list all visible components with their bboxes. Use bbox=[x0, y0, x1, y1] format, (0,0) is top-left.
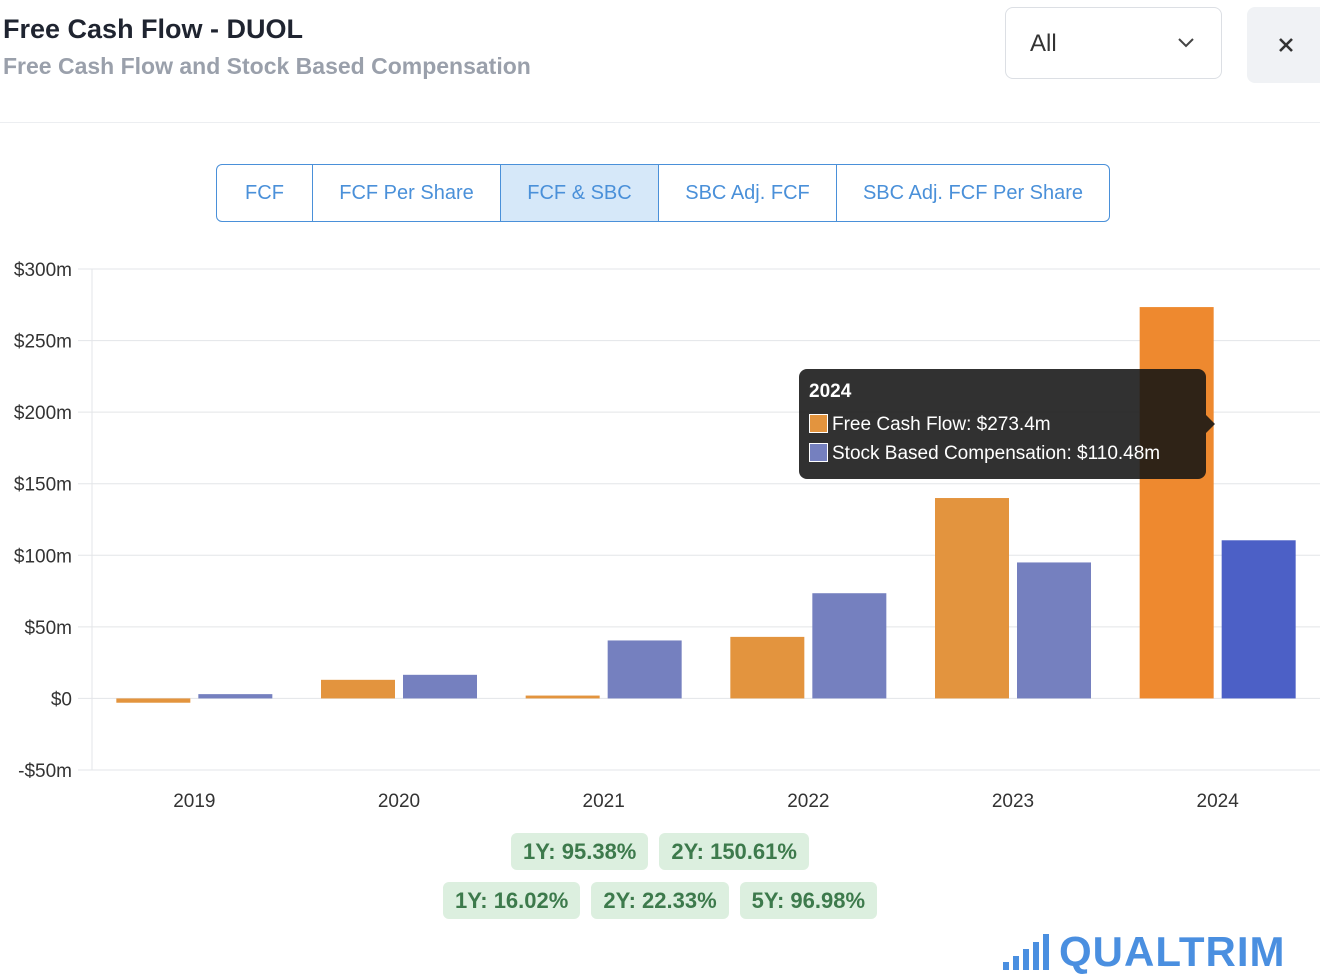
bar-sbc bbox=[403, 674, 477, 699]
tab-fcf-per-share[interactable]: FCF Per Share bbox=[313, 165, 501, 221]
bar-sbc bbox=[607, 640, 682, 699]
bar-chart: -$50m $0 $50m $100m $150m $200m $250m $300m 2019… bbox=[14, 260, 1320, 812]
tooltip-row-text: Free Cash Flow: $273.4m bbox=[832, 414, 1051, 435]
page-title: Free Cash Flow - DUOL bbox=[3, 14, 304, 44]
bar-sbc bbox=[1017, 562, 1091, 699]
y-tick-label: $150m bbox=[14, 475, 72, 496]
bar-fcf bbox=[730, 636, 805, 699]
growth-row-fcf: 1Y: 95.38% 2Y: 150.61% bbox=[0, 833, 1320, 870]
bar-fcf bbox=[525, 695, 600, 699]
bar-sbc bbox=[198, 694, 273, 699]
tooltip-row-sbc: Stock Based Compensation: $110.48m bbox=[809, 443, 1160, 465]
x-tick-label: 2020 bbox=[378, 791, 420, 812]
y-tick-label: $200m bbox=[14, 403, 72, 424]
tab-sbc-adj-fcf[interactable]: SBC Adj. FCF bbox=[659, 165, 837, 221]
close-icon bbox=[1279, 38, 1293, 52]
x-tick-label: 2023 bbox=[992, 791, 1034, 812]
close-button[interactable] bbox=[1247, 7, 1320, 83]
tooltip-row-text: Stock Based Compensation: $110.48m bbox=[832, 443, 1161, 464]
period-select-value: All bbox=[1030, 30, 1057, 57]
metric-tabs: FCF FCF Per Share FCF & SBC SBC Adj. FCF… bbox=[216, 164, 1110, 222]
tooltip-swatch-fcf bbox=[809, 414, 828, 433]
growth-badge: 1Y: 16.02% bbox=[442, 882, 581, 919]
chevron-down-icon bbox=[1178, 38, 1194, 48]
growth-badge: 2Y: 150.61% bbox=[659, 833, 809, 870]
tab-fcf-sbc[interactable]: FCF & SBC bbox=[501, 165, 659, 221]
y-tick-label: $100m bbox=[14, 546, 72, 567]
y-tick-label: $300m bbox=[14, 260, 72, 281]
tab-sbc-adj-fcf-per-share[interactable]: SBC Adj. FCF Per Share bbox=[862, 182, 1084, 204]
x-tick-label: 2024 bbox=[1197, 791, 1240, 812]
brand-name: QUALTRIM bbox=[1059, 928, 1286, 975]
bar-sbc bbox=[1221, 540, 1296, 699]
bar-sbc bbox=[812, 593, 887, 699]
chart-tooltip: 2024 Free Cash Flow: $273.4m Stock Based… bbox=[799, 369, 1215, 479]
x-tick-label: 2019 bbox=[173, 791, 215, 812]
y-tick-label: $0 bbox=[51, 689, 72, 710]
x-tick-label: 2022 bbox=[787, 791, 829, 812]
brand-logo: QUALTRIM bbox=[1003, 928, 1286, 975]
x-tick-label: 2021 bbox=[583, 791, 625, 812]
y-tick-label: -$50m bbox=[18, 761, 72, 782]
tooltip-arrow bbox=[1206, 415, 1215, 433]
tooltip-row-fcf: Free Cash Flow: $273.4m bbox=[809, 414, 1051, 436]
bar-fcf bbox=[116, 698, 191, 703]
period-select[interactable]: All bbox=[1005, 7, 1222, 79]
growth-badge: 5Y: 96.98% bbox=[739, 882, 878, 919]
bar-chart-icon bbox=[1003, 934, 1049, 970]
y-tick-label: $250m bbox=[14, 332, 72, 353]
tooltip-swatch-sbc bbox=[809, 443, 828, 462]
tooltip-title: 2024 bbox=[809, 381, 852, 402]
growth-badge: 1Y: 95.38% bbox=[511, 833, 649, 870]
page-subtitle: Free Cash Flow and Stock Based Compensat… bbox=[3, 53, 531, 79]
bar-fcf bbox=[935, 498, 1009, 699]
bar-fcf bbox=[1139, 307, 1214, 699]
y-tick-label: $50m bbox=[24, 618, 72, 639]
bar-fcf bbox=[321, 679, 395, 699]
growth-badge: 2Y: 22.33% bbox=[591, 882, 729, 919]
tab-fcf[interactable]: FCF bbox=[217, 165, 313, 221]
growth-row-sbc: 1Y: 16.02% 2Y: 22.33% 5Y: 96.98% bbox=[0, 882, 1320, 919]
header-divider bbox=[0, 122, 1320, 123]
